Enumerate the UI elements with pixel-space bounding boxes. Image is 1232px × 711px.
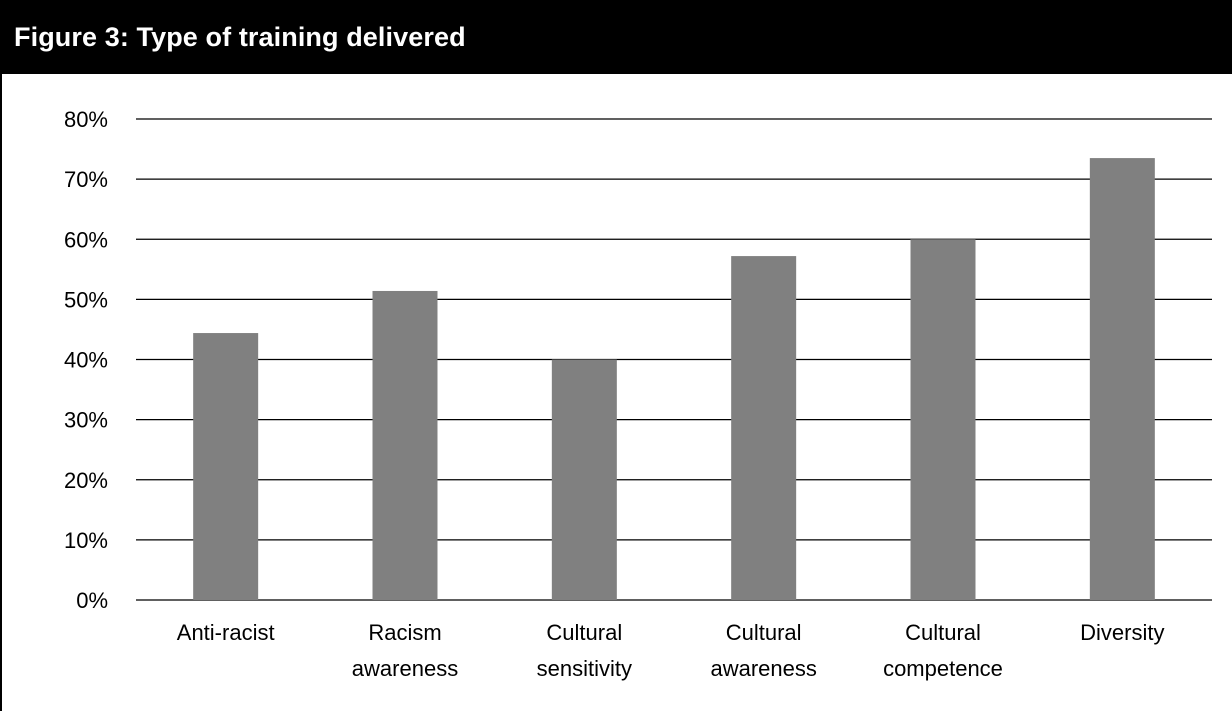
- x-category-label: awareness: [352, 656, 458, 681]
- figure-title-bar: Figure 3: Type of training delivered: [2, 0, 1232, 74]
- bar: [1089, 158, 1155, 601]
- bar: [372, 290, 438, 600]
- bar: [910, 239, 976, 600]
- y-tick-label: 10%: [64, 528, 108, 553]
- x-category-label: Anti-racist: [177, 620, 275, 645]
- y-tick-label: 70%: [64, 167, 108, 192]
- bar: [551, 359, 617, 600]
- bar: [731, 256, 797, 600]
- x-category-label: sensitivity: [537, 656, 632, 681]
- bars: [193, 158, 1155, 601]
- gridlines: [136, 118, 1212, 601]
- x-category-label: competence: [883, 656, 1003, 681]
- y-tick-label: 0%: [76, 588, 108, 613]
- y-tick-label: 20%: [64, 468, 108, 493]
- y-tick-label: 40%: [64, 348, 108, 373]
- x-category-label: Cultural: [546, 620, 622, 645]
- y-tick-label: 80%: [64, 107, 108, 132]
- x-category-label: Diversity: [1080, 620, 1164, 645]
- y-tick-label: 60%: [64, 227, 108, 252]
- y-tick-label: 30%: [64, 408, 108, 433]
- x-axis-category-labels: Anti-racist Racism awareness Cultural sensit…: [177, 620, 1165, 681]
- x-category-label: Cultural: [905, 620, 981, 645]
- y-tick-label: 50%: [64, 287, 108, 312]
- x-category-label: Racism: [368, 620, 441, 645]
- bar: [193, 333, 259, 600]
- figure-title: Figure 3: Type of training delivered: [14, 21, 466, 52]
- x-category-label: awareness: [710, 656, 816, 681]
- y-axis-tick-labels: 0% 10% 20% 30% 40% 50% 60% 70% 80%: [64, 107, 108, 613]
- x-category-label: Cultural: [726, 620, 802, 645]
